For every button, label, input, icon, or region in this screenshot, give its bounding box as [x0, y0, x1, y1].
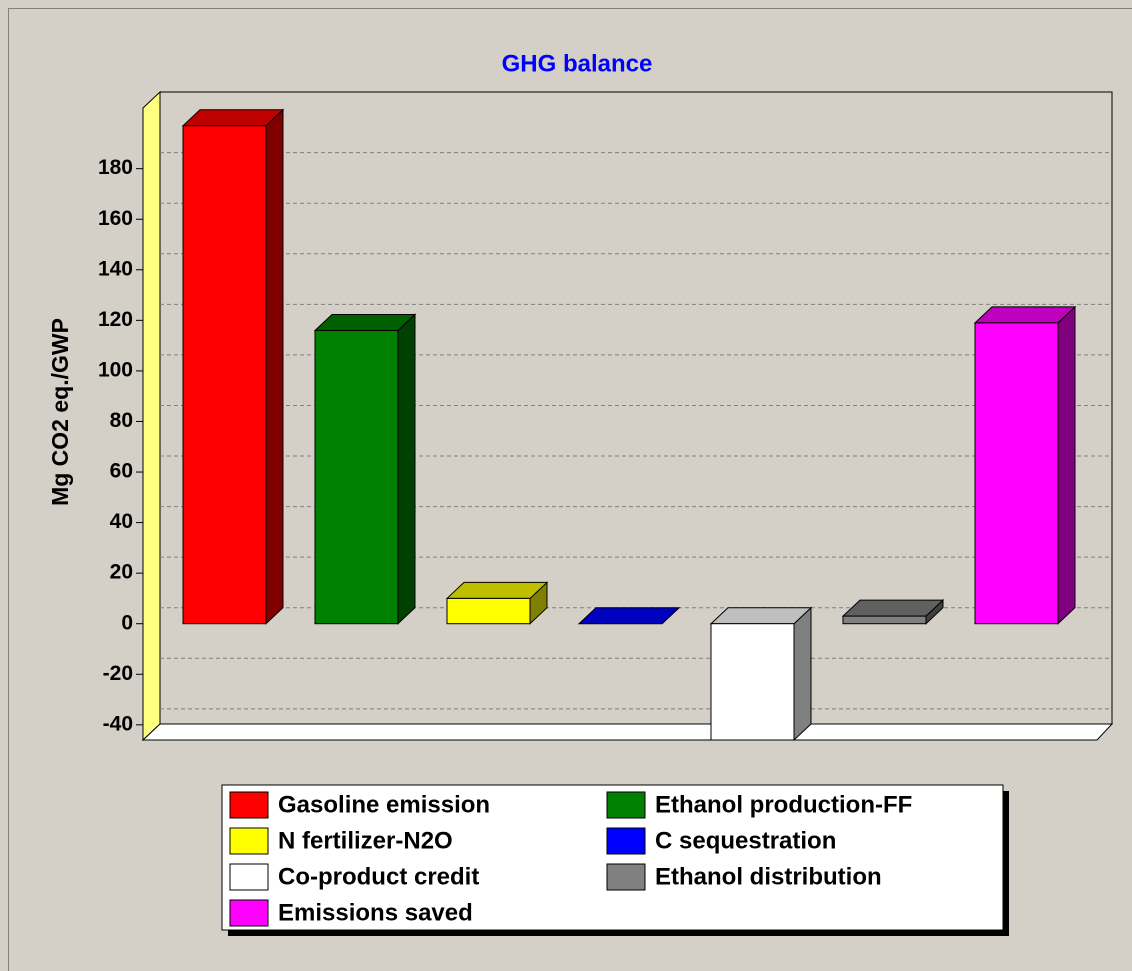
bar-side — [265, 108, 284, 625]
y-tick-label: 140 — [98, 257, 133, 280]
legend-label: Ethanol production-FF — [655, 791, 912, 818]
legend-label: C sequestration — [655, 827, 836, 854]
y-tick-label: 60 — [110, 460, 133, 483]
legend-label: Co-product credit — [278, 863, 479, 890]
bar-front — [710, 623, 795, 741]
bar — [181, 108, 285, 625]
bar — [841, 598, 945, 625]
y-tick-label: 40 — [110, 510, 133, 533]
bar — [709, 606, 813, 742]
y-tick-label: 100 — [98, 358, 133, 381]
bar-front — [446, 597, 531, 625]
y-tick-label: 20 — [110, 561, 133, 584]
bar-top — [973, 306, 1077, 324]
legend-label: Emissions saved — [278, 899, 473, 926]
bar-top — [709, 607, 813, 625]
y-axis-label: Mg CO2 eq./GWP — [47, 318, 73, 506]
bar-top — [577, 607, 681, 625]
bar — [445, 581, 549, 625]
side-wall — [142, 90, 161, 742]
legend-swatch — [606, 791, 646, 819]
panel-border — [8, 8, 1132, 971]
legend-swatch — [229, 863, 269, 891]
bar-front — [314, 329, 399, 625]
legend-swatch — [229, 827, 269, 855]
y-tick-label: 160 — [98, 207, 133, 230]
y-tick-label: 0 — [121, 611, 133, 634]
legend-swatch — [229, 899, 269, 927]
bar-front — [842, 615, 927, 625]
bar-front — [182, 125, 267, 625]
bar-top — [181, 109, 285, 127]
bar-front — [974, 322, 1059, 625]
bar-side — [1057, 305, 1076, 625]
y-tick-label: -20 — [103, 662, 133, 685]
bar — [577, 607, 681, 625]
legend-swatch — [606, 827, 646, 855]
bar-side — [793, 606, 812, 742]
bar — [313, 313, 417, 625]
legend-label: N fertilizer-N2O — [278, 827, 453, 854]
bar-top — [841, 599, 945, 617]
floor — [141, 723, 1114, 741]
bar-side — [397, 313, 416, 625]
back-wall — [159, 91, 1113, 725]
legend-label: Gasoline emission — [278, 791, 490, 818]
bar — [973, 305, 1077, 625]
chart-title: GHG balance — [502, 50, 653, 77]
y-tick-label: -40 — [103, 712, 133, 735]
legend-swatch — [606, 863, 646, 891]
bar-top — [313, 313, 417, 331]
y-tick-label: 120 — [98, 308, 133, 331]
legend-label: Ethanol distribution — [655, 863, 882, 890]
bar-top — [445, 581, 549, 599]
y-tick-label: 80 — [110, 409, 133, 432]
legend-swatch — [229, 791, 269, 819]
y-tick-label: 180 — [98, 156, 133, 179]
